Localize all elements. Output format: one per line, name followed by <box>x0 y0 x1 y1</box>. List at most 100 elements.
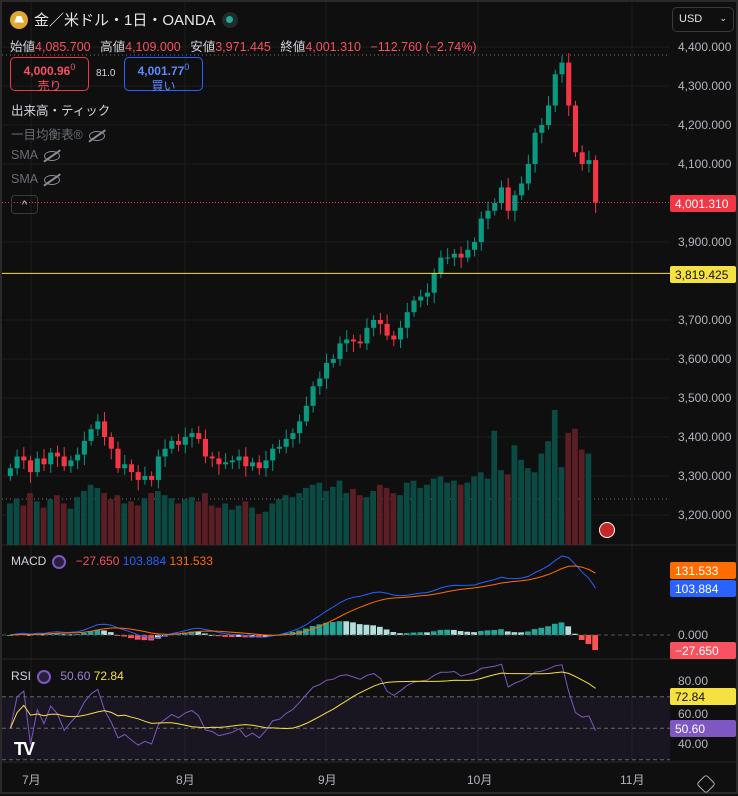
macd-histogram-bar <box>215 635 222 637</box>
macd-histogram-bar <box>101 630 107 635</box>
candle-body <box>54 452 61 457</box>
macd-histogram-bar <box>262 635 269 638</box>
candle-body <box>323 362 330 379</box>
macd-histogram-bar <box>572 633 578 635</box>
buy-button[interactable]: 4,001.770 買い <box>124 57 203 93</box>
indicator-ichimoku[interactable]: 一目均衡表® <box>11 124 105 143</box>
sync-icon <box>52 554 67 569</box>
volume-bar <box>67 508 74 545</box>
volume-bar <box>397 495 403 545</box>
macd-histogram-bar <box>545 626 551 635</box>
candle-body <box>478 218 484 242</box>
candle-body <box>34 458 40 473</box>
macd-histogram-bar <box>235 635 242 637</box>
macd-histogram-bar <box>229 635 235 638</box>
macd-histogram-bar <box>363 624 370 635</box>
candle-body <box>149 476 155 480</box>
rsi-axis-80: 80.00 <box>678 674 709 688</box>
macd-legend[interactable]: MACD −27.650 103.884 131.533 <box>11 554 213 569</box>
volume-bar <box>74 497 80 545</box>
macd-histogram-bar <box>592 635 598 651</box>
candle-body <box>108 437 114 449</box>
candle-body <box>128 464 135 473</box>
current-price-tag: 4,001.310 <box>670 195 736 212</box>
volume-bar <box>33 501 40 545</box>
currency-select[interactable]: USD ⌄ <box>672 7 734 32</box>
macd-histogram-bar <box>383 629 390 635</box>
macd-histogram-bar <box>303 628 309 635</box>
eye-hidden-icon[interactable] <box>44 174 61 185</box>
price-axis-label: 4,100.000 <box>678 157 732 171</box>
symbol-name: 金／米ドル・1日・OANDA <box>34 12 216 29</box>
candle-body <box>21 456 27 461</box>
macd-histogram-bar <box>107 632 114 635</box>
spread: 81.0 <box>96 68 116 79</box>
macd-histogram-bar <box>477 631 484 635</box>
indicator-volume[interactable]: 出来高・ティック <box>11 100 110 119</box>
volume-bar <box>121 503 128 545</box>
ohlc-legend: 始値4,085.700 高値4,109.000 安値3,971.445 終値4,… <box>10 36 483 55</box>
volume-bar <box>585 453 592 545</box>
macd-line-tag: 103.884 <box>670 580 736 597</box>
volume-bar <box>114 495 121 545</box>
sell-button[interactable]: 4,000.960 売り <box>10 57 89 93</box>
us-event-flag-icon[interactable] <box>599 522 615 538</box>
candle-body <box>175 440 182 445</box>
time-label: 7月 <box>22 773 41 787</box>
candle-body <box>276 446 283 449</box>
volume-bar <box>87 484 94 545</box>
volume-bar <box>242 501 249 545</box>
macd-histogram-bar <box>81 632 87 635</box>
candle-body <box>61 456 67 467</box>
candle-body <box>263 460 269 469</box>
candle-body <box>122 464 128 469</box>
indicator-sma-1[interactable]: SMA <box>11 148 61 162</box>
rsi-legend[interactable]: RSI 50.60 72.84 <box>11 669 124 684</box>
candle-body <box>270 448 276 461</box>
candle-body <box>81 440 87 455</box>
macd-histogram-bar <box>437 629 444 635</box>
rsi-label: RSI <box>11 669 32 683</box>
close-label: 終値 <box>280 40 306 54</box>
candle-body <box>344 339 350 344</box>
macd-histogram-bar <box>94 629 101 635</box>
rsi-value-tag: 50.60 <box>670 720 736 737</box>
volume-bar <box>531 472 538 545</box>
high-label: 高値 <box>100 40 126 54</box>
volume-bar <box>451 480 457 545</box>
candle-body <box>357 341 363 344</box>
tradingview-logo[interactable]: TV <box>14 739 35 759</box>
macd-histogram-bar <box>350 622 356 635</box>
candle-body <box>330 359 336 363</box>
macd-histogram-bar <box>195 631 202 635</box>
eye-hidden-icon[interactable] <box>88 130 105 141</box>
macd-histogram-bar <box>525 631 531 635</box>
volume-bar <box>329 486 336 545</box>
price-axis-label: 3,700.000 <box>678 313 732 327</box>
sell-label: 売り <box>37 79 62 93</box>
collapse-legend-button[interactable]: ^ <box>11 195 38 214</box>
indicator-sma-2[interactable]: SMA <box>11 172 61 186</box>
macd-histogram-bar <box>565 626 572 635</box>
eye-hidden-icon[interactable] <box>44 150 61 161</box>
volume-bar <box>208 505 215 545</box>
rsi-axis-40: 40.00 <box>678 737 709 751</box>
symbol-title[interactable]: 金／米ドル・1日・OANDA <box>10 9 238 30</box>
buy-price-sup: 0 <box>184 62 190 72</box>
macd-histogram-bar <box>181 632 188 635</box>
sell-price: 4,000.96 <box>23 64 71 78</box>
macd-histogram-bar <box>390 632 397 635</box>
macd-signal-tag: 131.533 <box>670 562 736 579</box>
volume-bar <box>511 445 518 545</box>
volume-bar <box>148 493 154 545</box>
macd-histogram-bar <box>377 626 383 635</box>
macd-histogram-bar <box>208 634 215 636</box>
volume-bar <box>249 507 255 545</box>
volume-bar <box>235 505 242 545</box>
sell-price-sup: 0 <box>70 62 76 72</box>
candle-body <box>182 437 188 445</box>
macd-histogram-bar <box>551 623 558 635</box>
macd-histogram-bar <box>282 633 289 635</box>
candle-body <box>505 187 511 211</box>
